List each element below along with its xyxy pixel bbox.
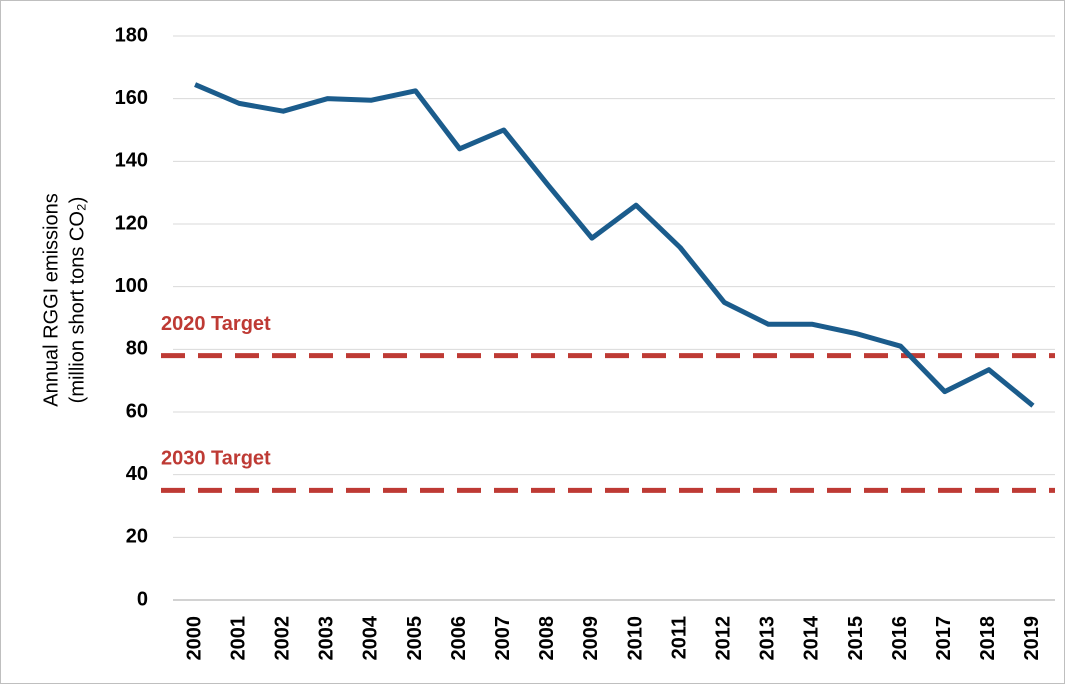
x-tick-label: 2004 [360,615,382,660]
x-tick: 2013 [757,616,779,661]
data-line [194,82,1035,408]
x-tick: 2003 [316,616,338,661]
y-tick-label: 40 [126,463,148,485]
y-tick-label: 140 [115,150,148,172]
y-tick-label: 60 [126,400,148,422]
y-tick-label: 80 [126,338,148,360]
x-tick: 2019 [1021,616,1043,661]
y-axis-title-line: (million short tons CO₂) [66,197,88,404]
x-tick-label: 2000 [183,616,205,661]
x-tick-label: 2018 [977,616,999,661]
x-tick-label: 2007 [492,616,514,661]
x-tick: 2016 [889,616,911,661]
x-tick-label: 2006 [448,616,470,661]
x-tick-label: 2019 [1021,616,1043,661]
x-tick-label: 2014 [801,615,823,660]
x-tick-label: 2012 [713,616,735,661]
y-tick-label: 0 [137,588,148,610]
x-tick-label: 2009 [580,616,602,661]
y-tick-label: 160 [115,87,148,109]
x-tick-label: 2013 [757,616,779,661]
x-tick: 2017 [933,616,955,661]
x-tick: 2011 [668,616,690,659]
x-tick-label: 2005 [404,616,426,661]
y-axis-title: Annual RGGI emissions (million short ton… [40,193,88,406]
y-axis-title-line: Annual RGGI emissions [40,193,62,406]
y-tick-label: 100 [115,275,148,297]
x-tick-label: 2011 [668,616,690,659]
x-tick: 2001 [227,616,249,661]
x-tick-label: 2015 [845,616,867,661]
x-tick: 2009 [580,616,602,661]
x-tick: 2000 [183,616,205,661]
x-tick: 2008 [536,616,558,661]
x-tick: 2015 [845,616,867,661]
x-tick-label: 2003 [316,616,338,661]
x-tick: 2004 [360,615,382,660]
x-tick-label: 2010 [624,616,646,661]
x-tick-label: 2002 [272,616,294,661]
x-tick-label: 2017 [933,616,955,661]
x-tick-label: 2001 [227,616,249,661]
x-tick: 2005 [404,616,426,661]
x-tick: 2014 [801,615,823,660]
x-tick: 2002 [272,616,294,661]
y-tick-label: 20 [126,526,148,548]
x-tick-label: 2008 [536,616,558,661]
x-tick: 2006 [448,616,470,661]
reference-label: 2030 Target [161,448,271,470]
x-tick: 2010 [624,616,646,661]
x-tick: 2007 [492,616,514,661]
x-tick-label: 2016 [889,616,911,661]
x-tick: 2018 [977,616,999,661]
y-tick-label: 120 [115,212,148,234]
x-tick: 2012 [713,616,735,661]
reference-label: 2020 Target [161,313,271,335]
y-tick-label: 180 [115,24,148,46]
